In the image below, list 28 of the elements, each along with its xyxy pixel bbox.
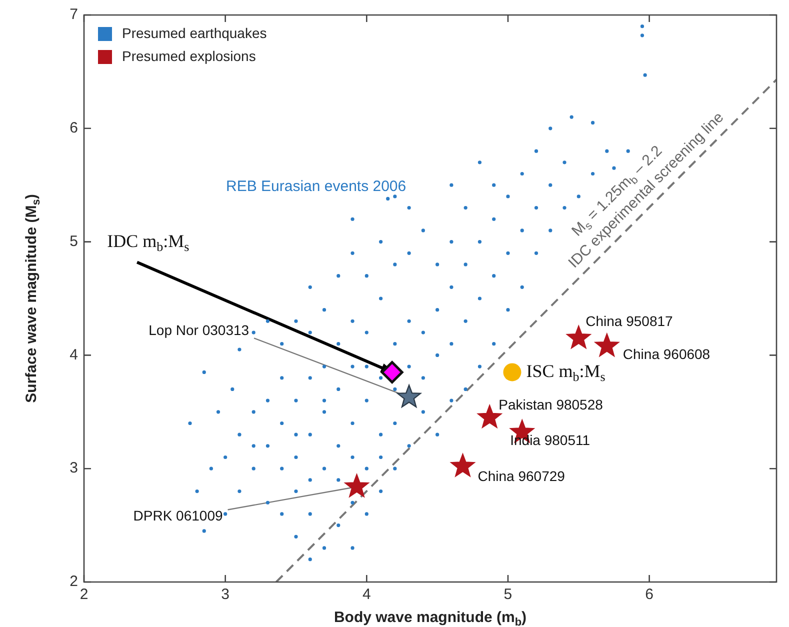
y-tick-label: 5 xyxy=(70,232,78,250)
x-tick-label: 4 xyxy=(362,586,371,604)
point xyxy=(503,363,522,382)
annotation: REB Eurasian events 2006 xyxy=(226,178,406,196)
annotation: India 980511 xyxy=(510,432,590,448)
annotation: China 960729 xyxy=(478,468,566,484)
point xyxy=(450,454,475,477)
point xyxy=(344,474,369,498)
point xyxy=(566,326,591,348)
y-tick-label: 3 xyxy=(70,460,78,477)
point xyxy=(594,334,619,356)
annotation: Lop Nor 030313 xyxy=(148,322,250,338)
annotation: China 950817 xyxy=(586,313,674,330)
y-tick-label: 2 xyxy=(70,573,78,590)
y-axis-title: Surface wave magnitude (Ms) xyxy=(23,194,43,403)
x-tick-label: 6 xyxy=(645,586,654,604)
annotation: Pakistan 980528 xyxy=(498,396,604,412)
y-tick-label: 4 xyxy=(70,346,78,364)
x-tick-label: 5 xyxy=(504,586,512,604)
legend-label: Presumed earthquakes xyxy=(122,24,267,41)
legend-label: Presumed explosions xyxy=(122,48,256,64)
point xyxy=(397,384,422,408)
y-tick-label: 7 xyxy=(70,6,78,24)
annotation: DPRK 061009 xyxy=(133,508,223,524)
point xyxy=(380,360,404,384)
x-tick-label: 3 xyxy=(221,586,230,604)
y-tick-label: 6 xyxy=(70,120,78,137)
annotation: China 960608 xyxy=(622,346,710,362)
